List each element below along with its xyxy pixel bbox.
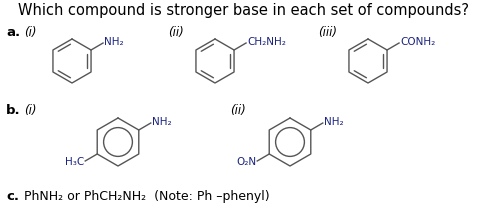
Text: CONH₂: CONH₂ [400, 37, 435, 47]
Text: NH₂: NH₂ [324, 117, 344, 127]
Text: NH₂: NH₂ [152, 117, 171, 127]
Text: (ii): (ii) [230, 104, 246, 117]
Text: PhNH₂ or PhCH₂NH₂  (Note: Ph –phenyl): PhNH₂ or PhCH₂NH₂ (Note: Ph –phenyl) [24, 189, 270, 203]
Text: c.: c. [6, 189, 19, 203]
Text: (ii): (ii) [168, 26, 184, 39]
Text: NH₂: NH₂ [104, 37, 123, 47]
Text: (iii): (iii) [318, 26, 337, 39]
Text: (i): (i) [24, 26, 37, 39]
Text: O₂N: O₂N [236, 157, 256, 167]
Text: Which compound is stronger base in each set of compounds?: Which compound is stronger base in each … [19, 3, 469, 18]
Text: CH₂NH₂: CH₂NH₂ [247, 37, 286, 47]
Text: H₃C: H₃C [65, 157, 84, 167]
Text: b.: b. [6, 104, 20, 117]
Text: a.: a. [6, 26, 20, 39]
Text: (i): (i) [24, 104, 37, 117]
